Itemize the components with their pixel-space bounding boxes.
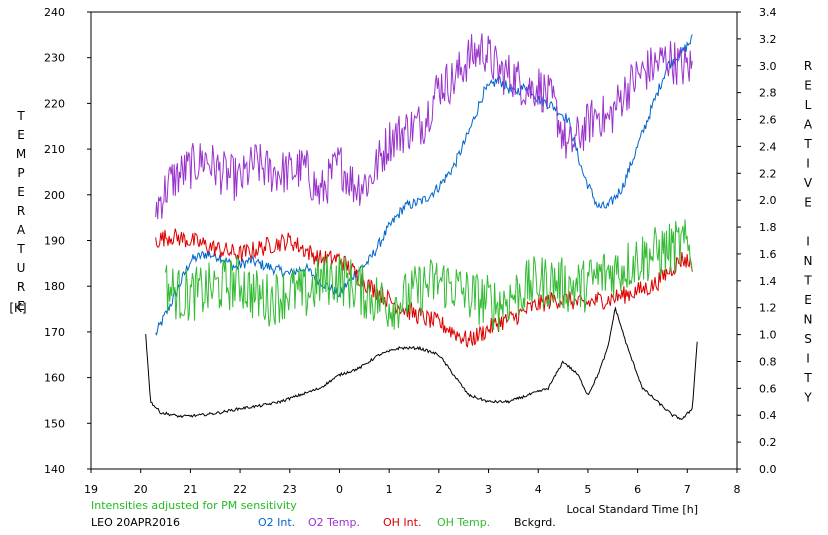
right-axis-letter: R xyxy=(804,59,812,73)
x-tick-label: 5 xyxy=(584,483,591,496)
right-axis-letter: E xyxy=(804,79,812,93)
right-tick-label: 0.4 xyxy=(759,409,777,422)
right-axis-letter: Y xyxy=(803,391,812,405)
left-axis-letter: R xyxy=(17,204,25,218)
right-tick-label: 0.8 xyxy=(759,355,777,368)
left-tick-label: 210 xyxy=(44,143,65,156)
right-axis-letter: T xyxy=(803,137,812,151)
left-axis-unit: [K] xyxy=(9,301,26,315)
right-axis-letter: I xyxy=(806,157,810,171)
right-tick-label: 1.0 xyxy=(759,329,777,342)
right-tick-label: 2.8 xyxy=(759,87,777,100)
pm-sensitivity-note: Intensities adjusted for PM sensitivity xyxy=(91,499,297,512)
left-tick-label: 200 xyxy=(44,189,65,202)
x-tick-label: 21 xyxy=(183,483,197,496)
left-tick-label: 220 xyxy=(44,97,65,110)
left-axis-letter: E xyxy=(17,185,25,199)
right-tick-label: 1.6 xyxy=(759,248,777,261)
right-axis-letter: A xyxy=(804,118,813,132)
left-tick-label: 240 xyxy=(44,6,65,19)
right-tick-label: 2.2 xyxy=(759,167,777,180)
right-axis-letter: V xyxy=(804,176,813,190)
right-axis-letter: N xyxy=(804,313,813,327)
legend-entry: OH Temp. xyxy=(437,516,490,529)
left-axis-letter: A xyxy=(17,223,26,237)
left-axis-letter: U xyxy=(17,261,26,275)
left-axis-letter: T xyxy=(16,242,25,256)
right-tick-label: 1.4 xyxy=(759,275,777,288)
x-tick-label: 1 xyxy=(386,483,393,496)
x-tick-label: 19 xyxy=(84,483,98,496)
right-tick-label: 2.4 xyxy=(759,140,777,153)
plot-frame xyxy=(90,11,738,470)
left-tick-label: 180 xyxy=(44,280,65,293)
right-tick-label: 3.0 xyxy=(759,60,777,73)
right-tick-label: 0.6 xyxy=(759,382,777,395)
x-tick-label: 7 xyxy=(684,483,691,496)
left-axis-letter: M xyxy=(16,147,26,161)
right-axis-letter: E xyxy=(804,293,812,307)
left-tick-label: 230 xyxy=(44,52,65,65)
series-line xyxy=(145,306,698,421)
right-axis-letter: I xyxy=(806,235,810,249)
left-axis: 140 150 160 170 180 190 200 210 220 230 240 xyxy=(44,6,91,476)
right-axis: 0.0 0.2 0.4 0.6 0.8 1.0 1.2 1.4 1.6 1.8 2.0 2.2 2.4 2… xyxy=(737,6,777,476)
x-tick-label: 8 xyxy=(734,483,741,496)
series-line xyxy=(155,33,693,220)
right-axis-letter: T xyxy=(803,274,812,288)
x-tick-label: 3 xyxy=(485,483,492,496)
left-axis-letter: P xyxy=(17,166,24,180)
series-line xyxy=(155,34,693,336)
x-tick-label: 2 xyxy=(435,483,442,496)
left-tick-label: 170 xyxy=(44,326,65,339)
legend-entry: Bckgrd. xyxy=(514,516,556,529)
right-tick-label: 2.6 xyxy=(759,114,777,127)
right-axis-letter: N xyxy=(804,254,813,268)
left-axis-letter: E xyxy=(17,299,25,313)
station-date: LEO 20APR2016 xyxy=(91,516,180,529)
right-axis-letter: T xyxy=(803,371,812,385)
legend: O2 Int. O2 Temp. OH Int. OH Temp. Bckgrd. xyxy=(258,516,556,529)
series-line xyxy=(165,219,693,331)
right-axis-letter: I xyxy=(806,352,810,366)
right-axis-letter: S xyxy=(804,332,812,346)
left-axis-letter: T xyxy=(16,109,25,123)
x-axis-title: Local Standard Time [h] xyxy=(566,503,698,516)
right-tick-label: 0.2 xyxy=(759,436,777,449)
right-axis-letter: E xyxy=(804,196,812,210)
right-tick-label: 1.8 xyxy=(759,221,777,234)
x-tick-label: 20 xyxy=(134,483,148,496)
right-tick-label: 3.4 xyxy=(759,6,777,19)
right-tick-label: 3.2 xyxy=(759,33,777,46)
x-tick-label: 23 xyxy=(283,483,297,496)
series-line xyxy=(155,228,693,348)
x-tick-label: 0 xyxy=(336,483,343,496)
right-tick-label: 0.0 xyxy=(759,463,777,476)
left-tick-label: 190 xyxy=(44,235,65,248)
right-axis-letter: L xyxy=(805,98,812,112)
legend-entry: O2 Temp. xyxy=(308,516,360,529)
x-axis: 19 20 21 22 23 0 1 2 3 4 5 6 7 8 xyxy=(84,469,741,496)
legend-entry: OH Int. xyxy=(383,516,421,529)
left-tick-label: 140 xyxy=(44,463,65,476)
left-axis-letter: E xyxy=(17,128,25,142)
right-tick-label: 1.2 xyxy=(759,302,777,315)
x-tick-label: 4 xyxy=(535,483,542,496)
legend-entry: O2 Int. xyxy=(258,516,295,529)
x-tick-label: 22 xyxy=(233,483,247,496)
x-tick-label: 6 xyxy=(634,483,641,496)
left-tick-label: 160 xyxy=(44,372,65,385)
left-axis-letter: R xyxy=(17,280,25,294)
right-tick-label: 2.0 xyxy=(759,194,777,207)
left-tick-label: 150 xyxy=(44,417,65,430)
series-layer xyxy=(145,33,698,421)
